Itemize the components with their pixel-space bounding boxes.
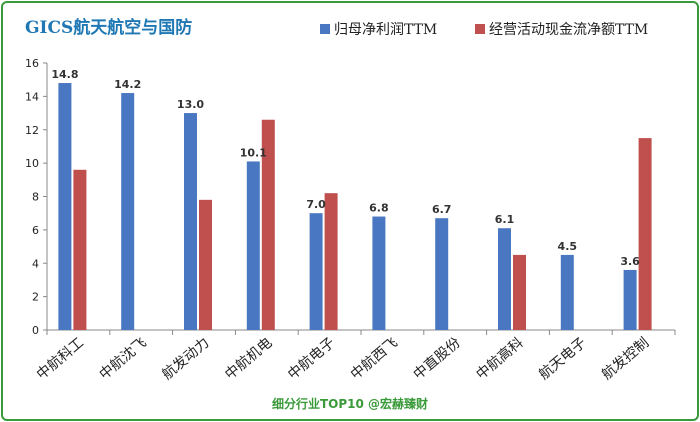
bar-series-1 bbox=[184, 113, 197, 330]
bar-series-1 bbox=[58, 83, 72, 331]
x-category-label: 中航电子 bbox=[285, 335, 338, 383]
data-label: 6.1 bbox=[495, 213, 515, 226]
data-label: 4.5 bbox=[558, 240, 578, 253]
x-category-label: 中直股份 bbox=[410, 334, 464, 383]
data-label: 14.2 bbox=[114, 78, 141, 91]
x-category-label: 航发控制 bbox=[599, 335, 652, 383]
legend-label-series-2: 经营活动现金流净额TTM bbox=[489, 22, 648, 38]
x-category-label: 中航高科 bbox=[473, 334, 527, 383]
data-label: 6.7 bbox=[432, 203, 452, 216]
y-tick-label: 10 bbox=[25, 157, 39, 170]
bar-series-1 bbox=[560, 254, 574, 330]
chart-title: GICS航天航空与国防 bbox=[25, 17, 192, 38]
y-tick-label: 12 bbox=[25, 124, 39, 137]
legend-swatch-series-1 bbox=[320, 24, 330, 34]
bar-series-1 bbox=[246, 161, 260, 330]
data-label: 3.6 bbox=[620, 255, 640, 268]
y-tick-label: 16 bbox=[25, 57, 39, 70]
y-tick-label: 6 bbox=[32, 224, 39, 237]
bar-series-2 bbox=[199, 199, 212, 330]
bar-series-2 bbox=[513, 254, 526, 330]
bars bbox=[58, 83, 652, 331]
data-labels: 14.8 14.2 13.0 10.1 7.0 6.8 6.7 6.1 4.5 3.6 bbox=[51, 68, 640, 268]
y-axis: 0 2 4 6 8 10 12 14 16 bbox=[25, 57, 48, 337]
bar-series-1 bbox=[121, 93, 135, 330]
x-category-label: 中航科工 bbox=[34, 335, 87, 383]
bar-chart: GICS航天航空与国防 归母净利润TTM 经营活动现金流净额TTM 024681… bbox=[25, 17, 676, 411]
bar-series-2 bbox=[324, 193, 338, 330]
data-label: 6.8 bbox=[369, 202, 389, 215]
x-category-label: 航发动力 bbox=[159, 335, 212, 383]
x-category-label: 航天电子 bbox=[536, 335, 589, 383]
legend: 归母净利润TTM 经营活动现金流净额TTM bbox=[320, 21, 648, 38]
x-category-label: 中航机电 bbox=[222, 335, 275, 383]
x-axis: 中航科工 中航沈飞 航发动力 中航机电 中航电子 中航西飞 中直股份 中航高科 航天电子 航发控制 bbox=[34, 329, 676, 383]
bar-series-1 bbox=[623, 269, 637, 330]
bar-series-1 bbox=[435, 218, 449, 330]
bar-series-1 bbox=[372, 216, 386, 330]
data-label: 7.0 bbox=[306, 198, 326, 211]
bar-series-1 bbox=[309, 213, 323, 330]
y-tick-label: 2 bbox=[32, 291, 39, 304]
legend-swatch-series-2 bbox=[475, 24, 485, 34]
y-tick-label: 0 bbox=[32, 324, 39, 337]
y-tick-label: 4 bbox=[32, 257, 39, 270]
x-category-label: 中航西飞 bbox=[348, 335, 401, 383]
bar-series-2 bbox=[73, 169, 87, 330]
bar-series-2 bbox=[638, 138, 652, 330]
bar-series-1 bbox=[498, 228, 511, 330]
data-label: 14.8 bbox=[51, 68, 78, 81]
legend-label-series-1: 归母净利润TTM bbox=[334, 21, 437, 38]
y-tick-label: 8 bbox=[32, 191, 39, 204]
y-tick-label: 14 bbox=[25, 90, 39, 103]
data-label: 13.0 bbox=[177, 98, 204, 111]
data-label: 10.1 bbox=[240, 146, 267, 159]
footer-caption: 细分行业TOP10 @宏赫臻财 bbox=[272, 396, 428, 411]
x-category-label: 中航沈飞 bbox=[97, 335, 150, 383]
bar-series-2 bbox=[261, 119, 275, 330]
